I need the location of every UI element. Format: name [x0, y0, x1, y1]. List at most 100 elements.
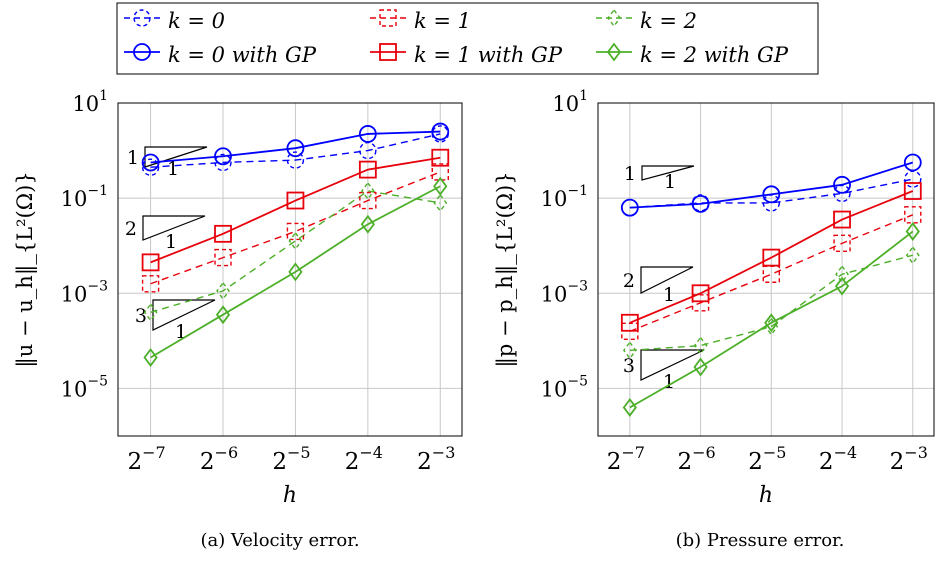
- x-tick-label: 2−6: [200, 443, 238, 475]
- data-point-k0: [833, 184, 851, 203]
- x-tick-label: 2−3: [890, 443, 928, 475]
- slope-triangle: [142, 215, 206, 241]
- data-point-k2-gp: [693, 357, 708, 377]
- legend-label-k0: k = 0: [168, 9, 225, 33]
- data-point-k1-gp: [620, 313, 639, 332]
- series-markers: [141, 122, 450, 368]
- series-line-k0: [150, 133, 441, 168]
- x-axis-label: h: [283, 483, 297, 508]
- data-point-k1: [141, 275, 160, 293]
- slope-triangle: [640, 266, 694, 294]
- data-point-k1: [833, 234, 851, 253]
- data-point-k1-gp: [214, 224, 232, 243]
- x-tick-labels: 2−7 2−6 2−5 2−4 2−3: [607, 443, 928, 475]
- x-tick-label: 2−7: [607, 443, 645, 475]
- data-point-k0-gp: [214, 147, 232, 166]
- data-point-k2-gp: [360, 214, 375, 234]
- data-point-k2-gp: [834, 276, 850, 296]
- plot-frame: [597, 102, 935, 437]
- plot-frame: [117, 102, 463, 437]
- legend-box: [116, 2, 819, 75]
- y-tick-label: 10−5: [61, 373, 108, 401]
- data-point-k0-gp: [903, 153, 922, 172]
- y-tick-labels: 101 10−1 10−3 10−5: [541, 88, 588, 401]
- x-tick-label: 2−3: [417, 443, 455, 475]
- data-point-k1-gp: [762, 248, 781, 267]
- slope-triangle: [641, 165, 695, 181]
- data-point-k1: [691, 294, 710, 312]
- slope-run-label: 1: [664, 171, 676, 193]
- caption: (b) Pressure error.: [676, 530, 845, 551]
- y-axis-label: ‖u − u_h‖_{L²(Ω)}: [13, 171, 38, 367]
- data-point-k2-gp: [622, 397, 637, 417]
- slope-run-label: 1: [663, 284, 675, 306]
- slope-order-label: 3: [135, 305, 147, 327]
- data-point-k1-gp: [833, 210, 851, 229]
- data-point-k2-gp: [433, 176, 448, 196]
- y-axis-label: ‖p − p_h‖_{L²(Ω)}: [493, 171, 518, 367]
- legend-marker-k0-gp: [133, 43, 151, 61]
- data-point-k0-gp: [431, 122, 450, 141]
- data-point-k2-gp: [764, 313, 779, 333]
- legend-label-k2-gp: k = 2 with GP: [640, 43, 789, 67]
- series-line-k2-gp: [629, 230, 914, 409]
- y-tick-label: 10−5: [541, 373, 588, 401]
- x-tick-label: 2−7: [127, 443, 165, 475]
- data-point-k0-gp: [620, 198, 639, 217]
- x-tick-label: 2−4: [345, 443, 383, 475]
- slope-run-label: 1: [165, 231, 177, 253]
- slope-order-label: 1: [127, 147, 139, 169]
- caption: (a) Velocity error.: [200, 530, 359, 551]
- data-point-k1: [214, 248, 232, 267]
- data-point-k0-gp: [141, 153, 160, 172]
- data-point-k1: [431, 163, 449, 181]
- series-line-k1-gp: [150, 156, 441, 264]
- x-tick-label: 2−5: [748, 443, 786, 475]
- data-point-k1: [286, 222, 305, 241]
- y-tick-label: 10−3: [541, 278, 588, 306]
- legend-label-k2: k = 2: [640, 9, 697, 33]
- data-point-k1-gp: [286, 191, 305, 210]
- x-tick-label: 2−6: [677, 443, 715, 475]
- legend-marker-k1: [379, 9, 397, 27]
- data-point-k0-gp: [762, 185, 781, 204]
- data-point-k0: [762, 194, 781, 212]
- y-tick-label: 10−3: [61, 278, 108, 306]
- y-tick-label: 10−1: [541, 183, 588, 211]
- data-point-k1-gp: [141, 253, 160, 272]
- legend-samples: [124, 8, 632, 62]
- x-axis-label: h: [759, 483, 773, 508]
- y-tick-label: 10−1: [61, 183, 108, 211]
- legend-label-k1-gp: k = 1 with GP: [414, 43, 563, 67]
- series-line-k0-gp: [150, 130, 441, 164]
- data-point-k1-gp: [903, 182, 922, 200]
- legend-marker-k0: [133, 9, 151, 27]
- data-point-k0-gp: [286, 139, 305, 158]
- series-line-k1: [629, 214, 914, 332]
- series-line-k2: [150, 190, 441, 313]
- data-point-k0: [214, 153, 232, 172]
- data-point-k1: [359, 191, 377, 210]
- legend-marker-k1-gp: [379, 43, 397, 61]
- x-tick-labels: 2−7 2−6 2−5 2−4 2−3: [127, 443, 455, 475]
- data-point-k1-gp: [358, 160, 377, 179]
- x-tick-label: 2−4: [819, 443, 857, 475]
- y-tick-labels: 101 10−1 10−3 10−5: [61, 88, 108, 401]
- slope-order-label: 2: [125, 218, 137, 240]
- series-line-k1-gp: [629, 190, 914, 324]
- data-point-k0: [286, 151, 305, 169]
- series-lines: [150, 130, 441, 359]
- data-point-k0-gp: [358, 125, 377, 143]
- x-tick-label: 2−5: [272, 443, 310, 475]
- data-point-k2-gp: [905, 221, 920, 241]
- data-point-k2-gp: [215, 305, 231, 325]
- data-point-k0: [141, 158, 160, 176]
- series-line-k1: [150, 171, 441, 285]
- series-markers: [620, 153, 922, 417]
